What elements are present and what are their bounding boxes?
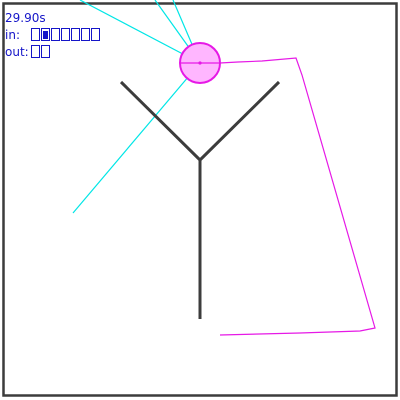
output-indicator-cell xyxy=(30,45,40,58)
arena-border xyxy=(2,2,398,397)
input-indicator-cell xyxy=(60,28,70,41)
output-indicator-cell xyxy=(40,45,50,58)
input-indicator-cell xyxy=(50,28,60,41)
input-indicator-cell xyxy=(90,28,100,41)
input-indicator-cell xyxy=(80,28,90,41)
input-cells xyxy=(30,28,101,46)
y-shaped-body xyxy=(119,80,281,319)
hud-inputs-row: in: xyxy=(5,27,145,44)
hud-time: 29.90s xyxy=(5,11,46,25)
outputs-label: out: xyxy=(5,45,29,59)
hud-outputs-row: out: xyxy=(5,44,145,61)
input-indicator-cell xyxy=(70,28,80,41)
sensor-ray xyxy=(79,0,201,64)
agent-center-dot xyxy=(198,61,202,65)
agent xyxy=(179,42,221,84)
input-indicator-cell xyxy=(40,28,50,41)
input-indicator-cell xyxy=(30,28,40,41)
hud-panel: 29.90s in: out: xyxy=(5,10,145,61)
left-arm xyxy=(119,80,202,162)
output-cells xyxy=(30,45,51,63)
right-arm xyxy=(198,80,281,162)
inputs-label: in: xyxy=(5,28,20,42)
sensor-ray xyxy=(72,62,201,214)
trail-path xyxy=(200,57,376,336)
